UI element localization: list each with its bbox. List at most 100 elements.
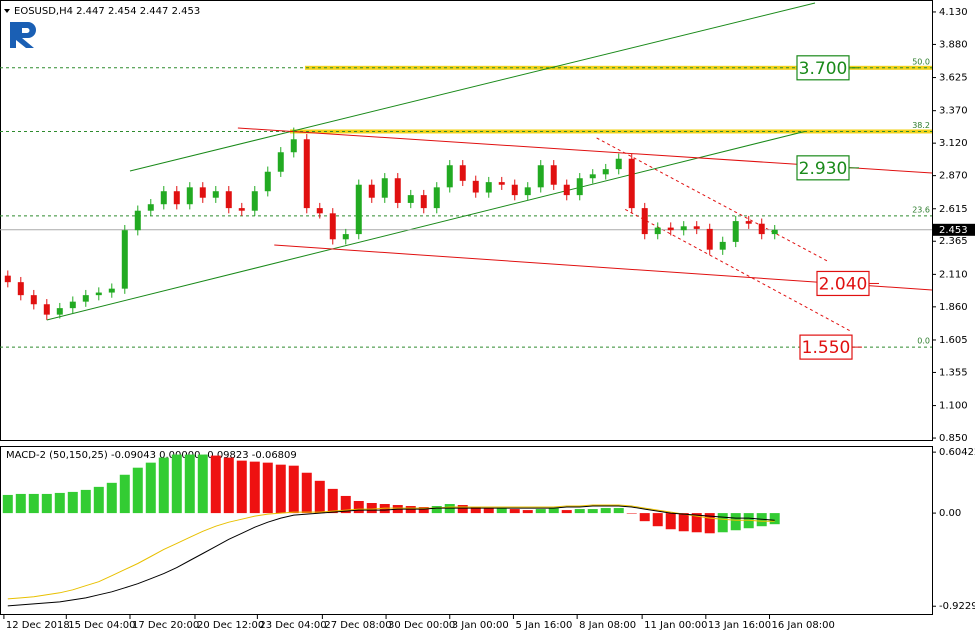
- level-highlight: [290, 129, 932, 134]
- candle-body: [30, 295, 37, 305]
- candle-body: [602, 169, 609, 175]
- candle-body: [706, 228, 713, 250]
- y-tick-label: 0.850: [939, 433, 968, 444]
- candle-body: [199, 187, 206, 198]
- x-tick-label: 5 Jan 16:00: [515, 620, 572, 631]
- logo-bowl: [16, 22, 36, 48]
- candle-body: [212, 191, 219, 198]
- macd-bar: [236, 460, 247, 514]
- candle-body: [420, 195, 427, 209]
- y-tick-label: 2.870: [939, 171, 968, 182]
- candle-body: [43, 304, 50, 315]
- macd-bar: [665, 513, 676, 530]
- macd-bar: [119, 474, 130, 514]
- candle-body: [524, 187, 531, 196]
- macd-bar: [730, 513, 741, 531]
- fib-label: 38.2: [912, 121, 930, 130]
- target-label: 1.550: [802, 338, 851, 358]
- macd-bar: [535, 509, 546, 514]
- macd-bar: [67, 491, 78, 514]
- macd-bar: [470, 507, 481, 514]
- trend-line: [129, 2, 816, 172]
- candle-body: [225, 191, 232, 209]
- macd-bar: [717, 513, 728, 533]
- target-box: [796, 155, 850, 181]
- candle-body: [95, 292, 102, 296]
- macd-bar: [210, 455, 221, 514]
- macd-bar: [106, 482, 117, 514]
- price-panel: [0, 0, 933, 441]
- x-tick-label: 13 Jan 16:00: [708, 620, 771, 631]
- macd-bar: [509, 509, 520, 514]
- macd-bar: [2, 494, 13, 514]
- trend-line: [46, 130, 805, 321]
- candle-body: [134, 210, 141, 231]
- candle-body: [407, 195, 414, 203]
- macd-bar: [80, 489, 91, 514]
- y-tick-label: 3.625: [939, 73, 968, 84]
- y-tick-label: 2.615: [939, 204, 968, 215]
- macd-bar: [132, 467, 143, 514]
- y-tick-label: 1.355: [939, 367, 968, 378]
- candle-body: [264, 171, 271, 192]
- macd-bar: [457, 505, 468, 514]
- macd-bar: [301, 472, 312, 514]
- macd-bar: [184, 454, 195, 514]
- candle-body: [342, 234, 349, 240]
- candle-body: [316, 208, 323, 214]
- candle-body: [394, 178, 401, 203]
- candle-body: [368, 184, 375, 198]
- macd-bar: [548, 508, 559, 514]
- macd-bar: [158, 457, 169, 514]
- x-tick-label: 3 Jan 00:00: [452, 620, 509, 631]
- x-tick-label: 27 Dec 08:00: [324, 620, 391, 631]
- logo-stem: [10, 22, 16, 48]
- candle-body: [667, 227, 674, 231]
- y-tick-label: 3.370: [939, 106, 968, 117]
- macd-bar: [262, 462, 273, 514]
- candle-body: [511, 184, 518, 196]
- macd-bar: [587, 509, 598, 514]
- y-tick-label: 1.860: [939, 302, 968, 313]
- macd-bar: [41, 493, 52, 514]
- fib-label: 0.0: [917, 337, 930, 346]
- macd-bar: [171, 454, 182, 514]
- x-tick-label: 17 Dec 20:00: [132, 620, 199, 631]
- candle-body: [186, 187, 193, 205]
- macd-bar: [600, 508, 611, 514]
- candle-body: [303, 139, 310, 209]
- title-arrow: [4, 9, 10, 13]
- candle-body: [654, 227, 661, 235]
- y-tick-label: 1.100: [939, 401, 968, 412]
- macd-bar: [93, 486, 104, 514]
- macd-bar: [704, 513, 715, 534]
- macd-bar: [353, 500, 364, 514]
- macd-bar: [366, 503, 377, 514]
- candle-body: [251, 191, 258, 211]
- candle-body: [160, 191, 167, 205]
- macd-bar: [769, 513, 780, 525]
- x-tick-label: 16 Jan 08:00: [772, 620, 835, 631]
- candle-body: [537, 165, 544, 188]
- candle-body: [628, 158, 635, 209]
- x-tick-label: 11 Jan 00:00: [644, 620, 707, 631]
- candle-body: [17, 282, 24, 296]
- macd-title: MACD-2 (50,150,25) -0.09043 0.00000 -0.0…: [6, 450, 297, 461]
- candle-body: [576, 178, 583, 196]
- candle-body: [56, 308, 63, 315]
- candle-body: [589, 174, 596, 179]
- candle-body: [485, 182, 492, 193]
- macd-bar: [314, 480, 325, 514]
- candle-body: [550, 165, 557, 185]
- macd-bar: [613, 508, 624, 514]
- macd-bar: [691, 513, 702, 533]
- candle-body: [355, 184, 362, 235]
- macd-bar: [431, 506, 442, 514]
- candle-body: [563, 184, 570, 196]
- trend-line: [596, 137, 829, 262]
- target-box: [799, 334, 853, 360]
- macd-tick-label: 0.00: [939, 508, 961, 519]
- target-box: [816, 270, 870, 297]
